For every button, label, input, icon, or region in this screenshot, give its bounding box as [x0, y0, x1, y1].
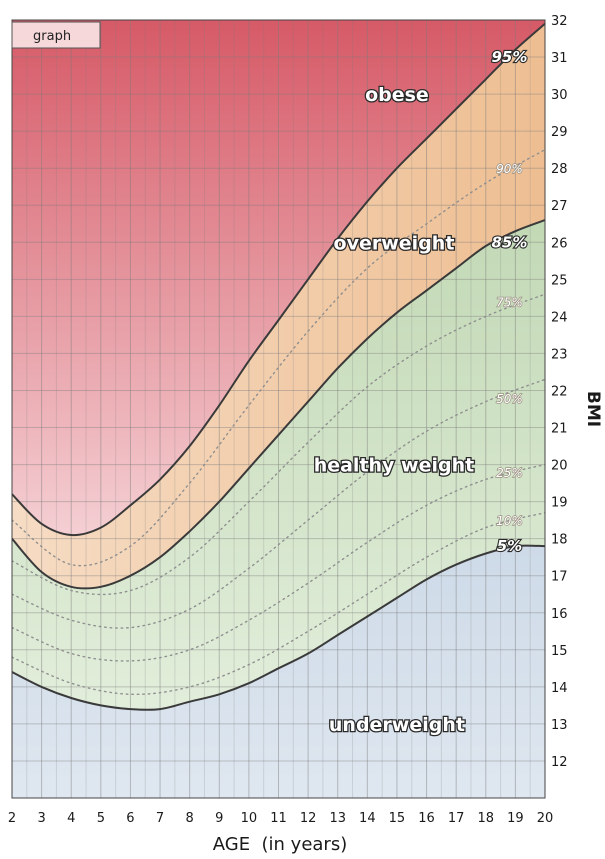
y-tick-label: 17 — [551, 570, 568, 585]
plot-border — [11, 19, 546, 799]
x-tick-label: 14 — [359, 811, 376, 826]
percentile-label-10: 10% — [496, 514, 523, 528]
y-tick-label: 18 — [551, 533, 568, 548]
percentile-label-50: 50% — [496, 392, 523, 406]
y-tick-label: 14 — [551, 681, 568, 696]
y-tick-label: 31 — [551, 51, 568, 66]
x-tick-label: 15 — [389, 811, 406, 826]
zone-label-obese: obese — [365, 84, 429, 106]
y-tick-label: 13 — [551, 718, 568, 733]
graph-tab[interactable]: graph — [11, 21, 101, 49]
x-tick-label: 9 — [215, 811, 223, 826]
y-tick-label: 25 — [551, 273, 568, 288]
x-tick-label: 13 — [329, 811, 346, 826]
percentile-label-85: 85% — [492, 233, 528, 251]
y-axis-title: BMI — [583, 391, 603, 427]
y-tick-label: 26 — [551, 236, 568, 251]
x-tick-label: 10 — [241, 811, 258, 826]
x-tick-label: 11 — [270, 811, 287, 826]
x-tick-label: 19 — [507, 811, 524, 826]
x-axis-title: AGE (in years) — [213, 834, 347, 855]
x-tick-label: 6 — [126, 811, 134, 826]
x-tick-label: 12 — [300, 811, 317, 826]
y-tick-label: 28 — [551, 162, 568, 177]
zone-label-underweight: underweight — [329, 714, 465, 736]
y-tick-label: 30 — [551, 88, 568, 103]
percentile-curve-95 — [12, 22, 545, 537]
y-tick-label: 15 — [551, 644, 568, 659]
percentile-curve-10 — [12, 512, 545, 696]
x-tick-label: 2 — [8, 811, 16, 826]
percentile-label-25: 25% — [496, 466, 523, 480]
x-tick-label: 8 — [186, 811, 194, 826]
y-tick-label: 29 — [551, 125, 568, 140]
zone-label-healthy-weight: healthy weight — [314, 455, 475, 477]
percentile-label-5: 5% — [497, 537, 522, 555]
graph-tab-label: graph — [33, 29, 71, 44]
percentile-curve-85 — [12, 219, 545, 590]
percentile-label-90: 90% — [496, 162, 523, 176]
y-tick-label: 21 — [551, 422, 568, 437]
x-tick-label: 4 — [67, 811, 75, 826]
percentile-curve-50 — [12, 378, 545, 629]
y-tick-label: 22 — [551, 384, 568, 399]
y-tick-label: 20 — [551, 459, 568, 474]
y-tick-label: 12 — [551, 755, 568, 770]
percentile-curve-5 — [12, 544, 545, 711]
x-tick-label: 17 — [448, 811, 465, 826]
percentile-label-75: 75% — [496, 296, 523, 310]
grid — [12, 20, 545, 798]
x-tick-label: 16 — [418, 811, 435, 826]
y-tick-label: 24 — [551, 310, 568, 325]
y-tick-label: 32 — [551, 14, 568, 29]
zone-obese — [12, 20, 545, 536]
percentile-curve-90 — [12, 149, 545, 567]
y-tick-label: 19 — [551, 496, 568, 511]
x-tick-label: 7 — [156, 811, 164, 826]
y-tick-label: 23 — [551, 347, 568, 362]
percentile-curve-25 — [12, 463, 545, 662]
y-tick-label: 27 — [551, 199, 568, 214]
x-tick-label: 20 — [537, 811, 554, 826]
x-tick-label: 3 — [37, 811, 45, 826]
x-tick-label: 18 — [478, 811, 495, 826]
x-tick-label: 5 — [97, 811, 105, 826]
percentile-label-95: 95% — [492, 48, 528, 66]
zone-label-overweight: overweight — [334, 232, 455, 254]
y-tick-label: 16 — [551, 607, 568, 622]
